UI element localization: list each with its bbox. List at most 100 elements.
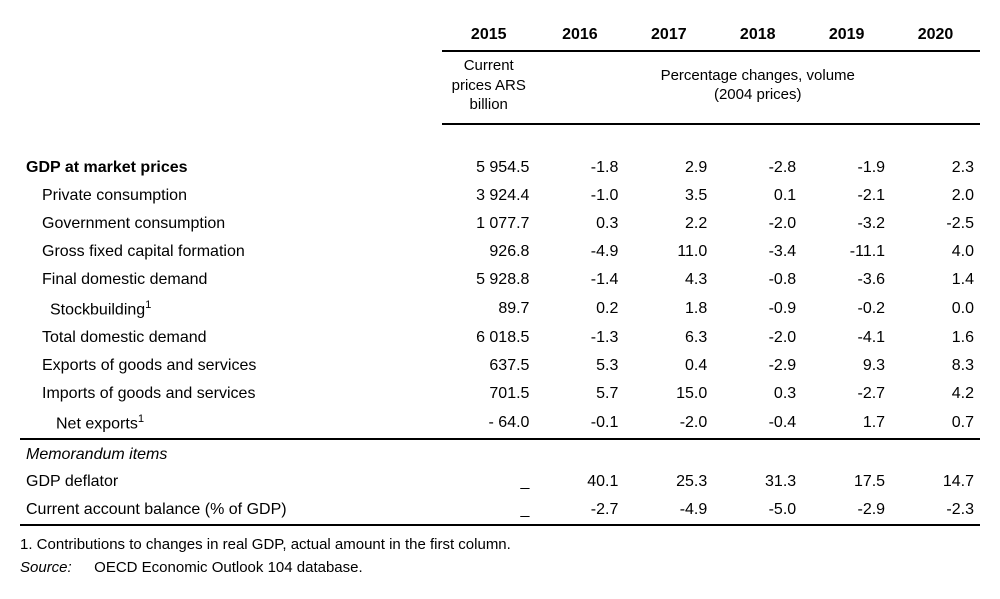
- year-col-2016: 2016: [535, 20, 624, 51]
- cell: -0.1: [535, 408, 624, 439]
- cell: -2.3: [891, 496, 980, 525]
- data-row: Private consumption3 924.4-1.03.50.1-2.1…: [20, 182, 980, 210]
- year-col-2020: 2020: [891, 20, 980, 51]
- year-col-2018: 2018: [713, 20, 802, 51]
- cell: -2.0: [713, 210, 802, 238]
- year-col-2015: 2015: [442, 20, 535, 51]
- row-label: Net exports1: [20, 408, 442, 439]
- cell: -2.7: [535, 496, 624, 525]
- cell: 11.0: [624, 238, 713, 266]
- source-line: Source: OECD Economic Outlook 104 databa…: [20, 557, 980, 580]
- cell: -1.3: [535, 324, 624, 352]
- cell: -4.1: [802, 324, 891, 352]
- data-table: 201520162017201820192020Currentprices AR…: [20, 20, 980, 526]
- cell: 926.8: [442, 238, 535, 266]
- cell: -2.1: [802, 182, 891, 210]
- subhead-pct: Percentage changes, volume(2004 prices): [535, 51, 980, 124]
- cell: -0.4: [713, 408, 802, 439]
- cell: 0.0: [891, 294, 980, 324]
- cell: 14.7: [891, 468, 980, 496]
- cell: 5 928.8: [442, 266, 535, 294]
- cell: -1.9: [802, 154, 891, 182]
- cell: 17.5: [802, 468, 891, 496]
- cell: 2.9: [624, 154, 713, 182]
- cell: -4.9: [624, 496, 713, 525]
- cell: -3.2: [802, 210, 891, 238]
- cell: 4.2: [891, 380, 980, 408]
- cell: 1.7: [802, 408, 891, 439]
- cell: 0.2: [535, 294, 624, 324]
- data-row: Final domestic demand5 928.8-1.44.3-0.8-…: [20, 266, 980, 294]
- cell: -1.4: [535, 266, 624, 294]
- cell: -2.8: [713, 154, 802, 182]
- data-row: Government consumption1 077.70.32.2-2.0-…: [20, 210, 980, 238]
- cell: -2.5: [891, 210, 980, 238]
- cell: 15.0: [624, 380, 713, 408]
- row-label: Current account balance (% of GDP): [20, 496, 442, 525]
- source-text: OECD Economic Outlook 104 database.: [94, 559, 362, 576]
- cell: 3 924.4: [442, 182, 535, 210]
- cell: 4.3: [624, 266, 713, 294]
- row-label: Private consumption: [20, 182, 442, 210]
- cell: -0.8: [713, 266, 802, 294]
- cell: 0.3: [535, 210, 624, 238]
- cell: 2.2: [624, 210, 713, 238]
- data-row: Imports of goods and services701.55.715.…: [20, 380, 980, 408]
- cell: - 64.0: [442, 408, 535, 439]
- cell: 1 077.7: [442, 210, 535, 238]
- cell: 31.3: [713, 468, 802, 496]
- subhead-2015: Currentprices ARSbillion: [442, 51, 535, 124]
- cell: -2.7: [802, 380, 891, 408]
- cell: 6.3: [624, 324, 713, 352]
- data-row: Stockbuilding189.70.21.8-0.9-0.20.0: [20, 294, 980, 324]
- cell: -3.6: [802, 266, 891, 294]
- cell: -1.0: [535, 182, 624, 210]
- cell: -3.4: [713, 238, 802, 266]
- footnote-1: 1. Contributions to changes in real GDP,…: [20, 534, 980, 557]
- table-footnotes: 1. Contributions to changes in real GDP,…: [20, 534, 980, 579]
- cell: -0.2: [802, 294, 891, 324]
- data-row: Exports of goods and services637.55.30.4…: [20, 352, 980, 380]
- row-label: Government consumption: [20, 210, 442, 238]
- cell: 2.3: [891, 154, 980, 182]
- row-label: GDP at market prices: [20, 154, 442, 182]
- cell: 25.3: [624, 468, 713, 496]
- cell: -1.8: [535, 154, 624, 182]
- cell: 89.7: [442, 294, 535, 324]
- cell: -2.0: [624, 408, 713, 439]
- cell: 3.5: [624, 182, 713, 210]
- cell: 4.0: [891, 238, 980, 266]
- row-label: Imports of goods and services: [20, 380, 442, 408]
- row-label: Exports of goods and services: [20, 352, 442, 380]
- row-label: Final domestic demand: [20, 266, 442, 294]
- cell: _: [442, 468, 535, 496]
- source-label: Source:: [20, 557, 90, 580]
- cell: -5.0: [713, 496, 802, 525]
- cell: 2.0: [891, 182, 980, 210]
- memo-row: Current account balance (% of GDP)_-2.7-…: [20, 496, 980, 525]
- data-row: Total domestic demand6 018.5-1.36.3-2.0-…: [20, 324, 980, 352]
- cell: -2.9: [713, 352, 802, 380]
- cell: 6 018.5: [442, 324, 535, 352]
- cell: 701.5: [442, 380, 535, 408]
- cell: -4.9: [535, 238, 624, 266]
- memo-header-row: Memorandum items: [20, 439, 980, 468]
- row-label: Gross fixed capital formation: [20, 238, 442, 266]
- cell: -2.9: [802, 496, 891, 525]
- memo-header: Memorandum items: [20, 439, 980, 468]
- cell: 0.4: [624, 352, 713, 380]
- cell: 5 954.5: [442, 154, 535, 182]
- memo-row: GDP deflator_40.125.331.317.514.7: [20, 468, 980, 496]
- cell: 1.6: [891, 324, 980, 352]
- row-label: Stockbuilding1: [20, 294, 442, 324]
- cell: 40.1: [535, 468, 624, 496]
- cell: 0.3: [713, 380, 802, 408]
- data-row: Gross fixed capital formation926.8-4.911…: [20, 238, 980, 266]
- cell: 9.3: [802, 352, 891, 380]
- cell: 0.7: [891, 408, 980, 439]
- cell: -0.9: [713, 294, 802, 324]
- cell: 1.4: [891, 266, 980, 294]
- cell: -11.1: [802, 238, 891, 266]
- cell: 5.3: [535, 352, 624, 380]
- cell: 637.5: [442, 352, 535, 380]
